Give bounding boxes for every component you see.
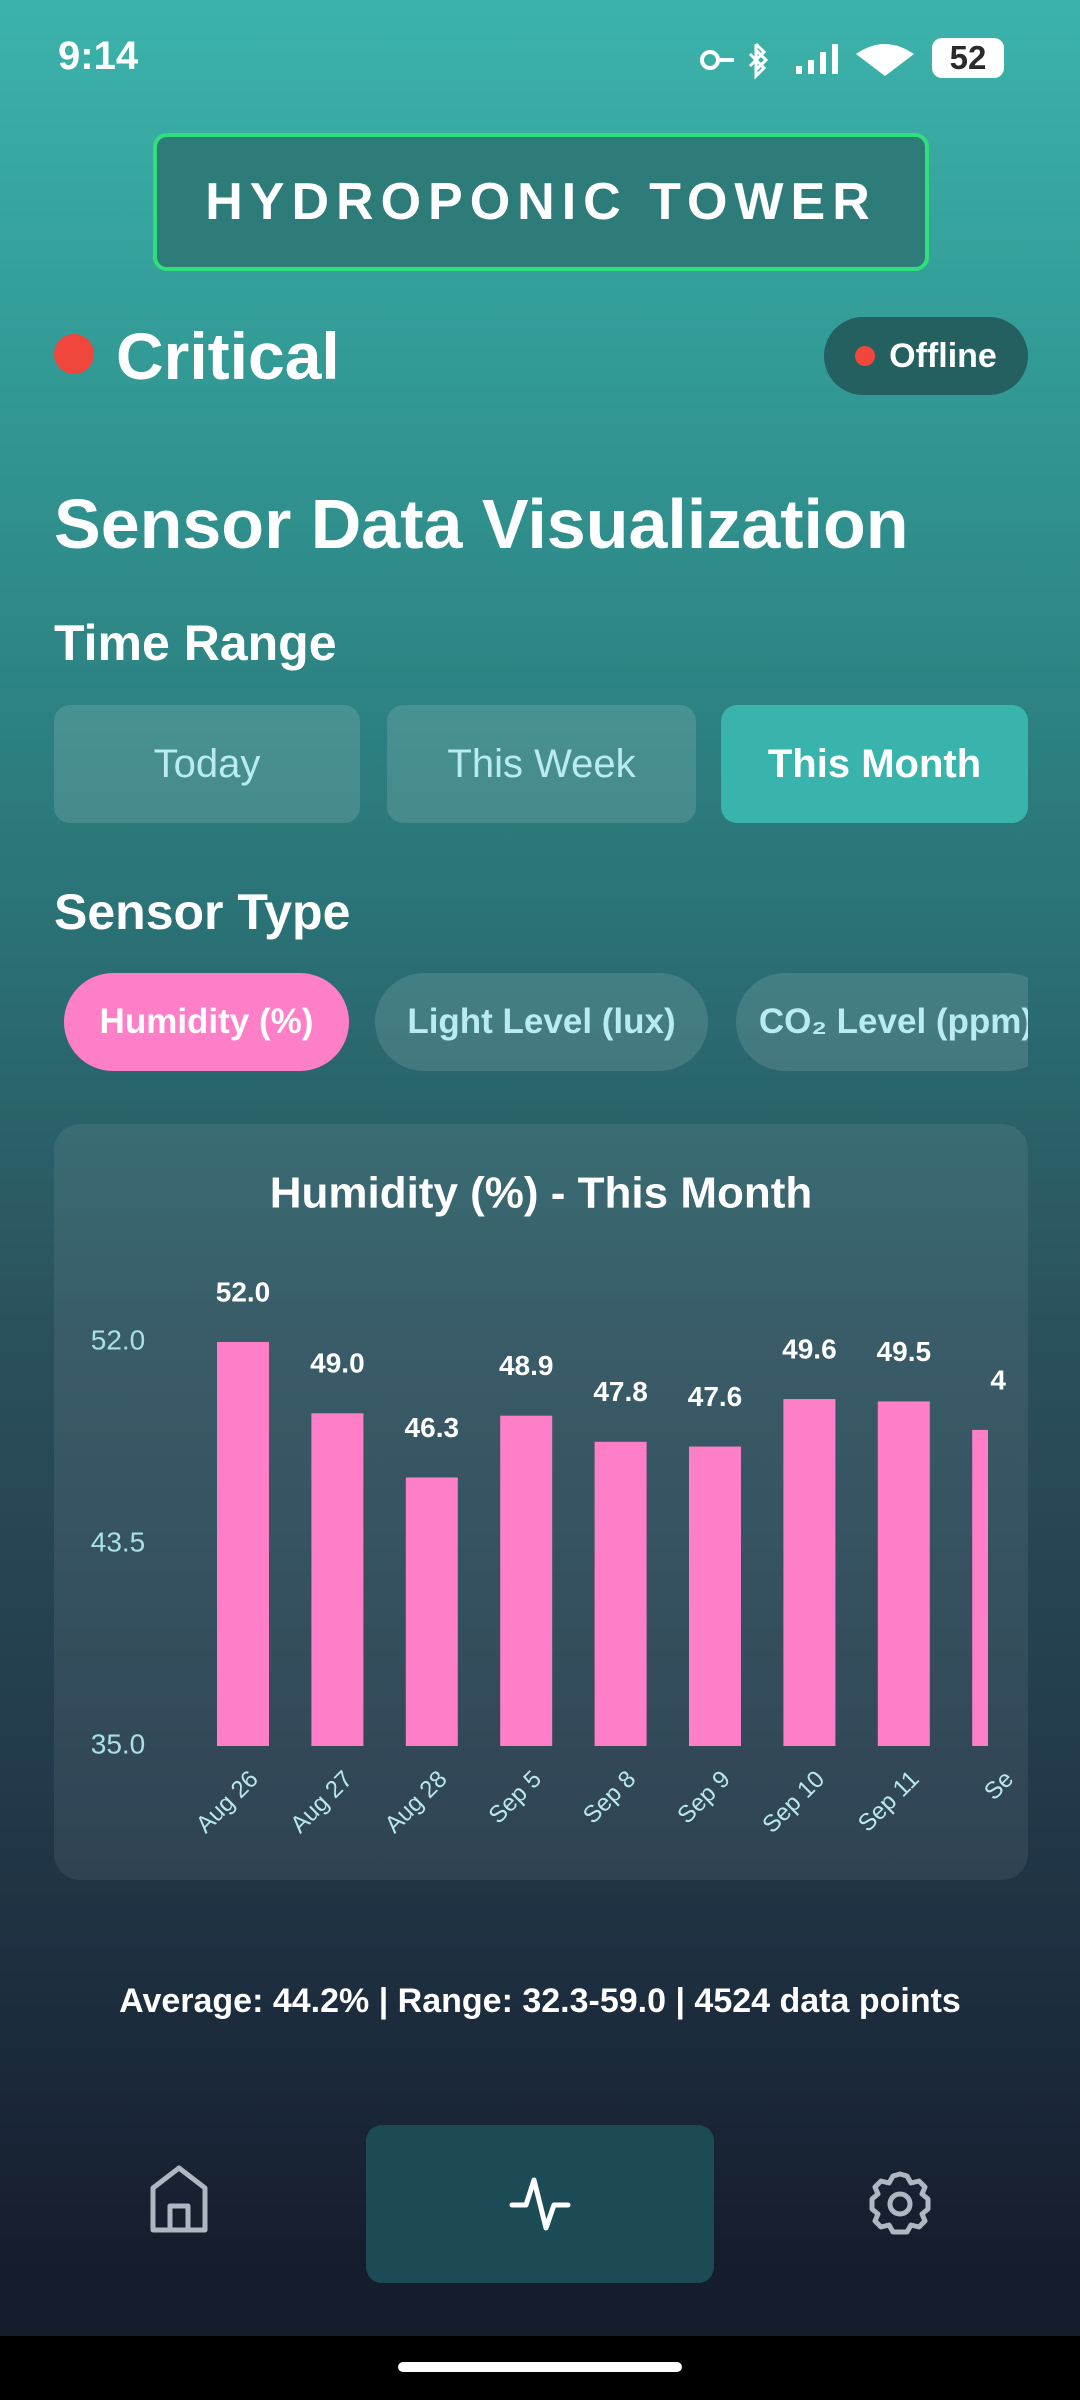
bar bbox=[311, 1413, 364, 1746]
bar bbox=[594, 1441, 647, 1746]
y-tick-label: 43.5 bbox=[91, 1526, 146, 1557]
range-button[interactable]: This Month bbox=[721, 705, 1028, 823]
value-label: 46.3 bbox=[405, 1412, 460, 1443]
connection-badge: Offline bbox=[824, 317, 1028, 395]
value-label: 49.0 bbox=[310, 1348, 365, 1379]
x-tick-label: Se bbox=[979, 1766, 1019, 1806]
value-label: 47.8 bbox=[593, 1376, 648, 1407]
bar bbox=[877, 1401, 930, 1746]
sensor-chip[interactable]: CO₂ Level (ppm) bbox=[736, 973, 1028, 1071]
bar bbox=[500, 1415, 553, 1746]
x-tick-label: Aug 28 bbox=[380, 1766, 453, 1839]
home-icon[interactable] bbox=[150, 2165, 208, 2233]
nav-icons bbox=[150, 2165, 931, 2235]
x-tick-label: Sep 5 bbox=[483, 1766, 546, 1829]
y-tick-label: 52.0 bbox=[91, 1324, 146, 1355]
connection-label: Offline bbox=[889, 336, 997, 375]
bar bbox=[217, 1342, 269, 1746]
settings-icon[interactable] bbox=[869, 2171, 931, 2235]
value-label: 48.9 bbox=[499, 1350, 554, 1381]
offline-dot bbox=[855, 346, 876, 366]
value-label: 52.0 bbox=[216, 1276, 271, 1307]
status-icons bbox=[700, 42, 914, 80]
x-tick-label: Sep 8 bbox=[578, 1766, 641, 1829]
battery: 52 bbox=[932, 38, 1004, 78]
bar bbox=[689, 1446, 741, 1746]
home-indicator bbox=[398, 2362, 682, 2372]
x-tick-label: Aug 26 bbox=[191, 1766, 264, 1839]
value-label: 49.5 bbox=[877, 1336, 932, 1367]
chart: Humidity (%) - This Month 35.0 43.5 52.0 52… bbox=[91, 1169, 1019, 1839]
x-tick-label: Sep 10 bbox=[757, 1766, 830, 1839]
bar bbox=[783, 1399, 836, 1746]
value-label: 49.6 bbox=[782, 1333, 837, 1364]
y-tick-label: 35.0 bbox=[91, 1728, 146, 1759]
sensor-chip[interactable]: Light Level (lux) bbox=[375, 973, 708, 1071]
chart-icon[interactable] bbox=[509, 2177, 571, 2231]
status-time: 9:14 bbox=[58, 34, 139, 78]
chart-card: Humidity (%) - This Month 35.0 43.5 52.0 52… bbox=[54, 1124, 1028, 1880]
section-label: Sensor Type bbox=[54, 884, 351, 940]
range-button[interactable]: This Week bbox=[387, 705, 696, 823]
x-tick-label: Aug 27 bbox=[285, 1766, 358, 1839]
x-tick-label: Sep 9 bbox=[672, 1766, 735, 1829]
sensor-chips: Humidity (%) Light Level (lux) CO₂ Level… bbox=[54, 973, 1028, 1071]
page-title: Sensor Data Visualization bbox=[54, 485, 909, 563]
value-label: 4 bbox=[990, 1364, 1006, 1395]
x-tick-label: Sep 11 bbox=[853, 1766, 925, 1838]
header-title: HYDROPONIC TOWER bbox=[153, 133, 929, 271]
chart-title: Humidity (%) - This Month bbox=[270, 1169, 813, 1218]
bar bbox=[972, 1429, 988, 1746]
plot-area bbox=[217, 1342, 988, 1746]
sensor-chip[interactable]: Humidity (%) bbox=[64, 973, 349, 1071]
value-label: 47.6 bbox=[688, 1381, 743, 1412]
status-dot bbox=[54, 334, 94, 374]
section-label: Time Range bbox=[54, 615, 337, 671]
range-button[interactable]: Today bbox=[54, 705, 360, 823]
summary: Average: 44.2% | Range: 32.3-59.0 | 4524… bbox=[119, 1982, 961, 2020]
status-label: Critical bbox=[116, 319, 340, 393]
bar bbox=[405, 1477, 458, 1746]
